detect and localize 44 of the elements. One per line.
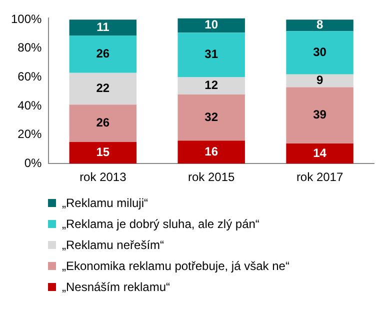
y-tick-label: 20% xyxy=(18,127,42,142)
data-label: 39 xyxy=(313,108,327,122)
bar xyxy=(178,77,245,94)
data-label: 9 xyxy=(316,73,324,88)
data-label: 14 xyxy=(313,146,327,160)
data-label: 15 xyxy=(96,145,110,160)
data-label: 16 xyxy=(204,144,218,158)
data-label: 22 xyxy=(96,81,110,96)
legend-label: „Ekonomika reklamu potřebuje, já však ne“ xyxy=(62,259,290,273)
bar xyxy=(286,87,354,144)
data-label: 12 xyxy=(204,78,218,92)
y-tick-label: 0% xyxy=(24,156,42,170)
bar xyxy=(69,142,137,164)
bar xyxy=(69,104,137,142)
bar xyxy=(178,32,245,78)
x-tick-label: rok 2013 xyxy=(80,170,127,184)
bar xyxy=(286,143,354,164)
data-label: 32 xyxy=(204,110,218,124)
legend-label: „Nesnáším reklamu“ xyxy=(62,280,170,294)
data-label: 31 xyxy=(204,47,218,62)
y-tick-label: 40% xyxy=(18,98,42,112)
y-tick-label: 80% xyxy=(18,40,42,55)
bar xyxy=(178,140,245,164)
x-tick-label: rok 2017 xyxy=(296,170,344,184)
data-label: 11 xyxy=(96,20,110,34)
legend-label: „Reklama je dobrý sluha, ale zlý pán“ xyxy=(62,217,260,231)
bar xyxy=(286,20,354,32)
y-tick-label: 60% xyxy=(18,70,42,84)
x-tick-label: rok 2015 xyxy=(188,170,236,184)
data-label: 26 xyxy=(96,46,110,61)
legend-label: „Reklamu neřeším“ xyxy=(62,238,164,252)
bar xyxy=(178,94,245,141)
legend-label: „Reklamu miluji“ xyxy=(62,196,148,210)
bar xyxy=(69,20,137,36)
bar xyxy=(69,35,137,73)
bar xyxy=(178,18,245,33)
data-label: 26 xyxy=(96,116,110,130)
y-tick-label: 100% xyxy=(10,12,42,26)
bar xyxy=(286,74,354,88)
data-label: 10 xyxy=(204,18,218,32)
data-label: 30 xyxy=(313,45,327,60)
bar xyxy=(69,72,137,105)
bar xyxy=(286,31,354,74)
data-label: 8 xyxy=(316,18,324,32)
